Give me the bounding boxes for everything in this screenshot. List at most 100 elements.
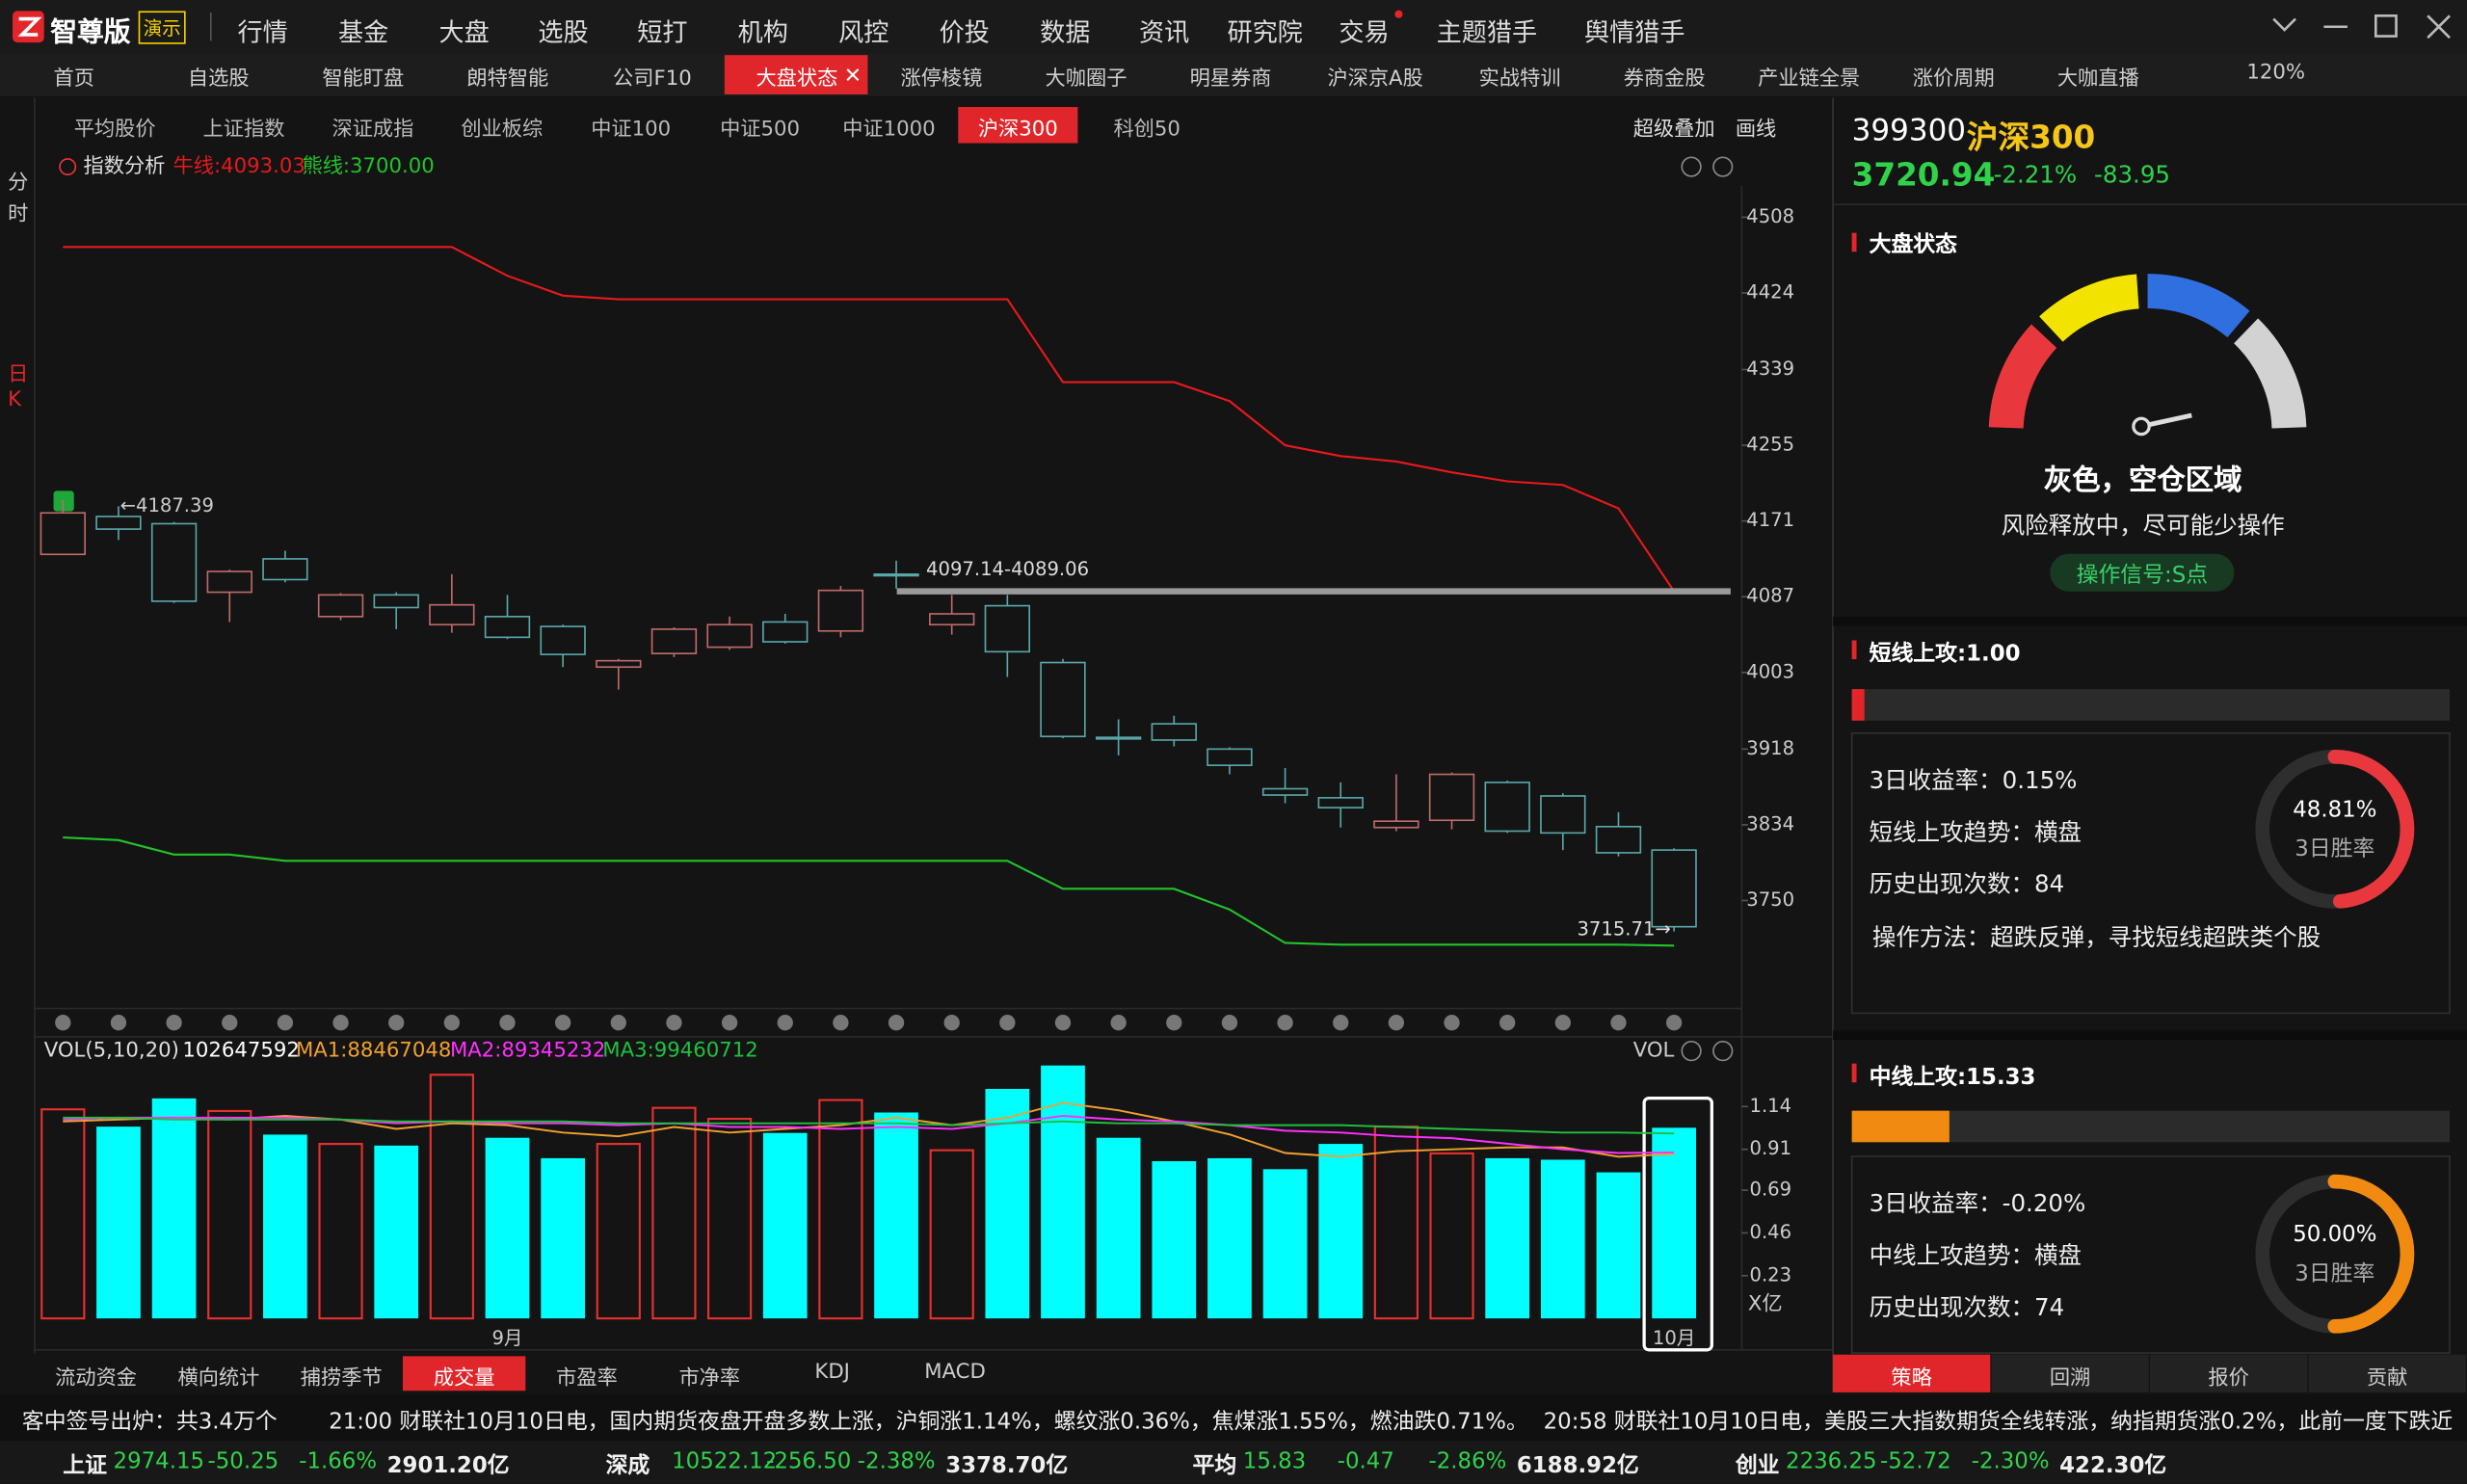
tab[interactable]: 明星券商 (1189, 67, 1272, 92)
legend-item: MA1:88467048 (296, 1039, 451, 1063)
index-tab[interactable]: 创业板综 (461, 118, 544, 142)
index-amount: 3378.70亿 (945, 1453, 1069, 1479)
menu-item[interactable]: 短打 (637, 16, 688, 47)
menu-item[interactable]: 舆情猎手 (1584, 16, 1685, 47)
tab[interactable]: 大咖圈子 (1045, 67, 1127, 92)
signal-badge (53, 490, 74, 512)
ring-caption: 3日胜率 (2295, 1261, 2375, 1287)
logo-mark (17, 16, 42, 37)
bottom-tab[interactable]: 成交量 (433, 1366, 495, 1391)
scroll-dot (443, 1015, 461, 1031)
tab[interactable]: 公司F10 (613, 67, 692, 92)
bottom-tab[interactable]: 流动资金 (55, 1366, 138, 1391)
tab[interactable]: 产业链全景 (1758, 67, 1861, 92)
candle-body (484, 616, 531, 639)
index-tab[interactable]: 上证指数 (202, 118, 285, 142)
volume-bar (485, 1137, 530, 1319)
side-label[interactable]: 分 (8, 171, 29, 196)
menu-item[interactable]: 机构 (737, 16, 788, 47)
index-pct: -2.86% (1428, 1448, 1507, 1474)
scroll-dot (999, 1015, 1016, 1031)
menu-item[interactable]: 风控 (838, 16, 889, 47)
volume-bar (318, 1143, 363, 1320)
volume-bar (985, 1089, 1030, 1319)
index-price: 2974.15 (113, 1448, 205, 1474)
panel-tab[interactable]: 策略 (1891, 1366, 1932, 1391)
tab[interactable]: 涨价周期 (1912, 67, 1995, 92)
volume-bar (1485, 1157, 1530, 1319)
bottom-tab[interactable]: 捕捞季节 (300, 1366, 383, 1391)
index-tab[interactable]: 中证100 (591, 118, 672, 142)
tab[interactable]: 朗特智能 (466, 67, 549, 92)
selection-box (1642, 1096, 1713, 1352)
menu-item[interactable]: 价投 (939, 16, 990, 47)
signal-button[interactable]: 操作信号:S点 (2076, 563, 2209, 589)
bottom-tab[interactable]: MACD (924, 1361, 986, 1385)
candle-body (1428, 773, 1475, 822)
tab[interactable]: 沪深京A股 (1327, 67, 1423, 92)
gauge-arc (1988, 324, 2057, 429)
index-tab[interactable]: 中证1000 (842, 118, 936, 142)
bottom-tab[interactable]: 市净率 (678, 1366, 741, 1391)
y-tick-label: 4255 (1746, 434, 1794, 456)
index-tab[interactable]: 深证成指 (332, 118, 414, 142)
candle-body (762, 621, 809, 643)
tab[interactable]: 首页 (53, 67, 94, 92)
y-tick-label: 4171 (1746, 509, 1794, 531)
tab[interactable]: 大咖直播 (2056, 67, 2139, 92)
menu-item[interactable]: 主题猎手 (1436, 16, 1538, 47)
tab[interactable]: 自选股 (187, 67, 250, 92)
close (2427, 14, 2451, 40)
side-label[interactable]: 日 (8, 363, 29, 387)
chart-tool[interactable]: 超级叠加 (1632, 118, 1715, 142)
index-tab[interactable]: 沪深300 (977, 118, 1058, 142)
scroll-dot (277, 1015, 294, 1031)
menu-item[interactable]: 资讯 (1139, 16, 1190, 47)
y-unit: X亿 (1748, 1291, 1783, 1315)
stat-line: 短线上攻趋势：横盘 (1869, 817, 2082, 847)
bottom-tab[interactable]: 横向统计 (177, 1366, 260, 1391)
gauge-hub (2132, 416, 2151, 437)
volume-bar (151, 1098, 197, 1319)
menu-item[interactable]: 行情 (237, 16, 288, 47)
panel-tab[interactable]: 回溯 (2049, 1366, 2091, 1391)
menu-item[interactable]: 数据 (1040, 16, 1091, 47)
scroll-dot (1054, 1015, 1072, 1031)
panel-tab[interactable]: 贡献 (2366, 1366, 2408, 1391)
signal-button-bg (2050, 553, 2235, 592)
help-icon (1712, 156, 1734, 177)
progress-track (1851, 1110, 2451, 1143)
index-tab[interactable]: 科创50 (1113, 118, 1180, 142)
side-label[interactable]: K (8, 388, 22, 412)
volume-bar (541, 1157, 586, 1319)
tab[interactable]: 券商金股 (1623, 67, 1706, 92)
y-tick-label: 3750 (1746, 888, 1794, 911)
menu-item[interactable]: 大盘 (438, 16, 490, 47)
tab[interactable]: 智能盯盘 (322, 67, 405, 92)
tab[interactable]: 实战特训 (1478, 67, 1561, 92)
volume-bar (651, 1106, 697, 1320)
side-label[interactable]: 时 (8, 202, 29, 227)
stat-line: 历史出现次数：74 (1869, 1293, 2065, 1322)
index-tab[interactable]: 平均股价 (73, 118, 156, 142)
index-pct: -1.66% (299, 1448, 378, 1474)
candle-body (1261, 787, 1309, 796)
menu-item[interactable]: 研究院 (1227, 16, 1303, 47)
tab[interactable]: 大盘状态 (756, 67, 838, 92)
ring-label: 50.00% (2293, 1222, 2377, 1248)
bottom-tab[interactable]: KDJ (814, 1361, 850, 1385)
panel-tab[interactable]: 报价 (2208, 1366, 2249, 1391)
scroll-dot (888, 1015, 905, 1031)
chart-tool[interactable]: 画线 (1735, 118, 1777, 142)
panel-tab-bg (1833, 1354, 1991, 1392)
tab[interactable]: 涨停棱镜 (900, 67, 983, 92)
section-gap (1833, 1030, 2467, 1041)
menu-item[interactable]: 选股 (538, 16, 589, 47)
index-tab[interactable]: 中证500 (720, 118, 801, 142)
menu-item[interactable]: 基金 (337, 16, 389, 47)
candle-body (1540, 795, 1586, 835)
scroll-dot (666, 1015, 682, 1031)
menu-item[interactable]: 交易 (1339, 16, 1390, 47)
index-pct: -2.30% (1971, 1448, 2050, 1474)
bottom-tab[interactable]: 市盈率 (556, 1366, 618, 1391)
